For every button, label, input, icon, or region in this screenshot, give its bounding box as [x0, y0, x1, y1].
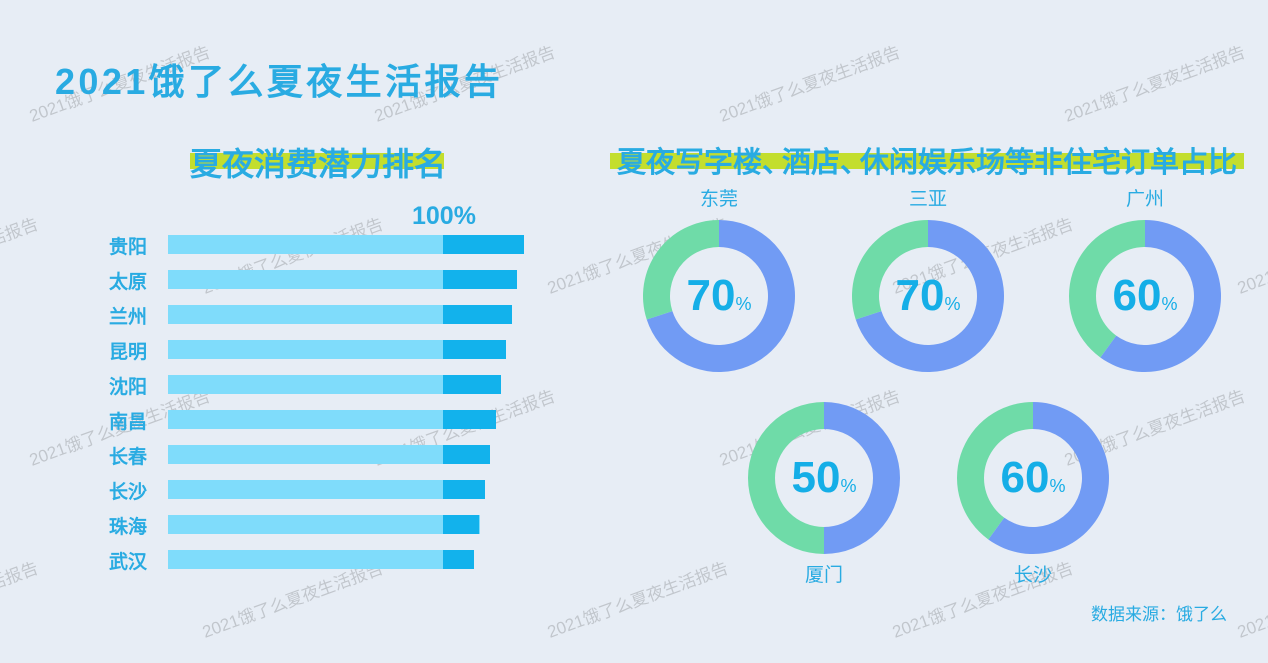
svg-text:2021饿了么夏夜生活报告: 2021饿了么夏夜生活报告	[545, 559, 731, 642]
svg-text:2021饿了么夏夜生活报告: 2021饿了么夏夜生活报告	[1235, 559, 1268, 642]
svg-text:2021饿了么夏夜生活报告: 2021饿了么夏夜生活报告	[0, 559, 41, 642]
svg-text:2021饿了么夏夜生活报告: 2021饿了么夏夜生活报告	[200, 559, 386, 642]
svg-text:2021饿了么夏夜生活报告: 2021饿了么夏夜生活报告	[1062, 43, 1248, 126]
svg-text:2021饿了么夏夜生活报告: 2021饿了么夏夜生活报告	[717, 43, 903, 126]
